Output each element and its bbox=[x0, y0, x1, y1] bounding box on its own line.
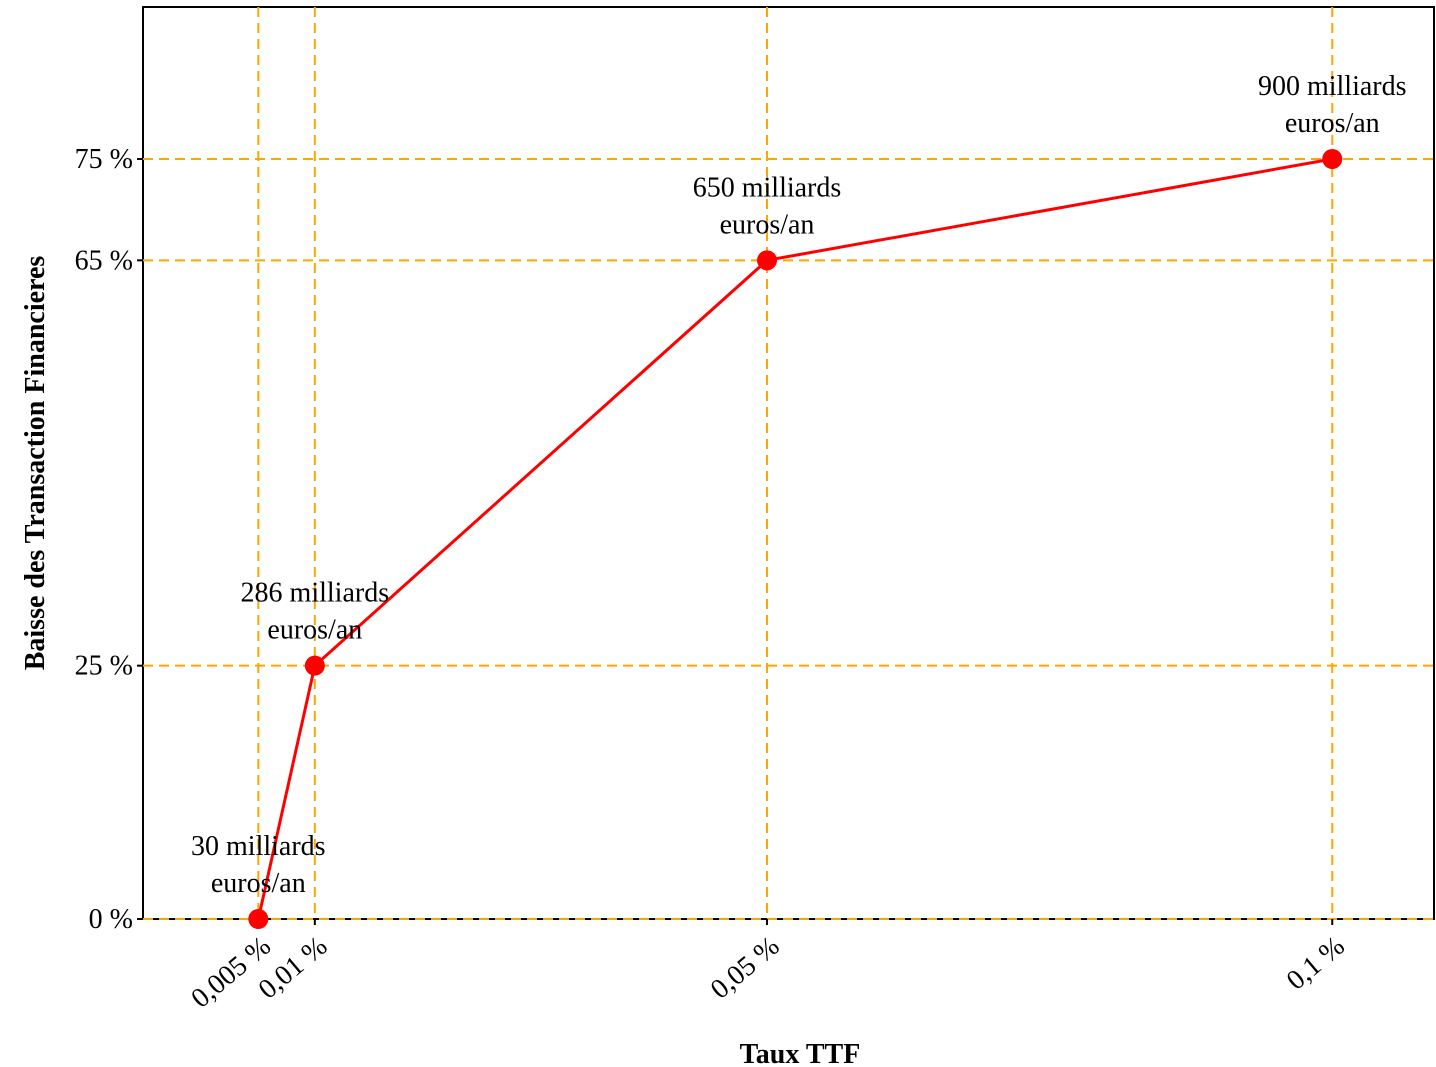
data-point bbox=[757, 250, 778, 271]
plot-frame bbox=[142, 6, 1435, 920]
x-tick-label: 0,05 % bbox=[705, 931, 786, 1006]
point-label: 286 milliards bbox=[241, 578, 390, 609]
data-point bbox=[1322, 149, 1343, 169]
point-label: 900 milliards bbox=[1258, 71, 1407, 102]
point-label: euros/an bbox=[1285, 108, 1380, 139]
x-axis-label: Taux TTF bbox=[740, 1039, 861, 1067]
x-tick-label: 0,1 % bbox=[1281, 931, 1351, 997]
point-label: euros/an bbox=[267, 615, 362, 646]
point-label: 650 milliards bbox=[693, 172, 842, 203]
y-axis-label: Baisse des Transaction Financieres bbox=[20, 256, 51, 671]
data-point bbox=[248, 909, 269, 929]
point-label: euros/an bbox=[211, 868, 306, 899]
point-label: euros/an bbox=[720, 209, 815, 240]
data-point bbox=[304, 655, 325, 676]
y-tick-label: 75 % bbox=[75, 144, 133, 175]
point-label: 30 milliards bbox=[191, 831, 326, 862]
y-tick-label: 25 % bbox=[75, 651, 133, 682]
y-tick-label: 0 % bbox=[89, 904, 133, 935]
series-line bbox=[256, 157, 1333, 920]
y-tick-label: 65 % bbox=[75, 245, 133, 276]
